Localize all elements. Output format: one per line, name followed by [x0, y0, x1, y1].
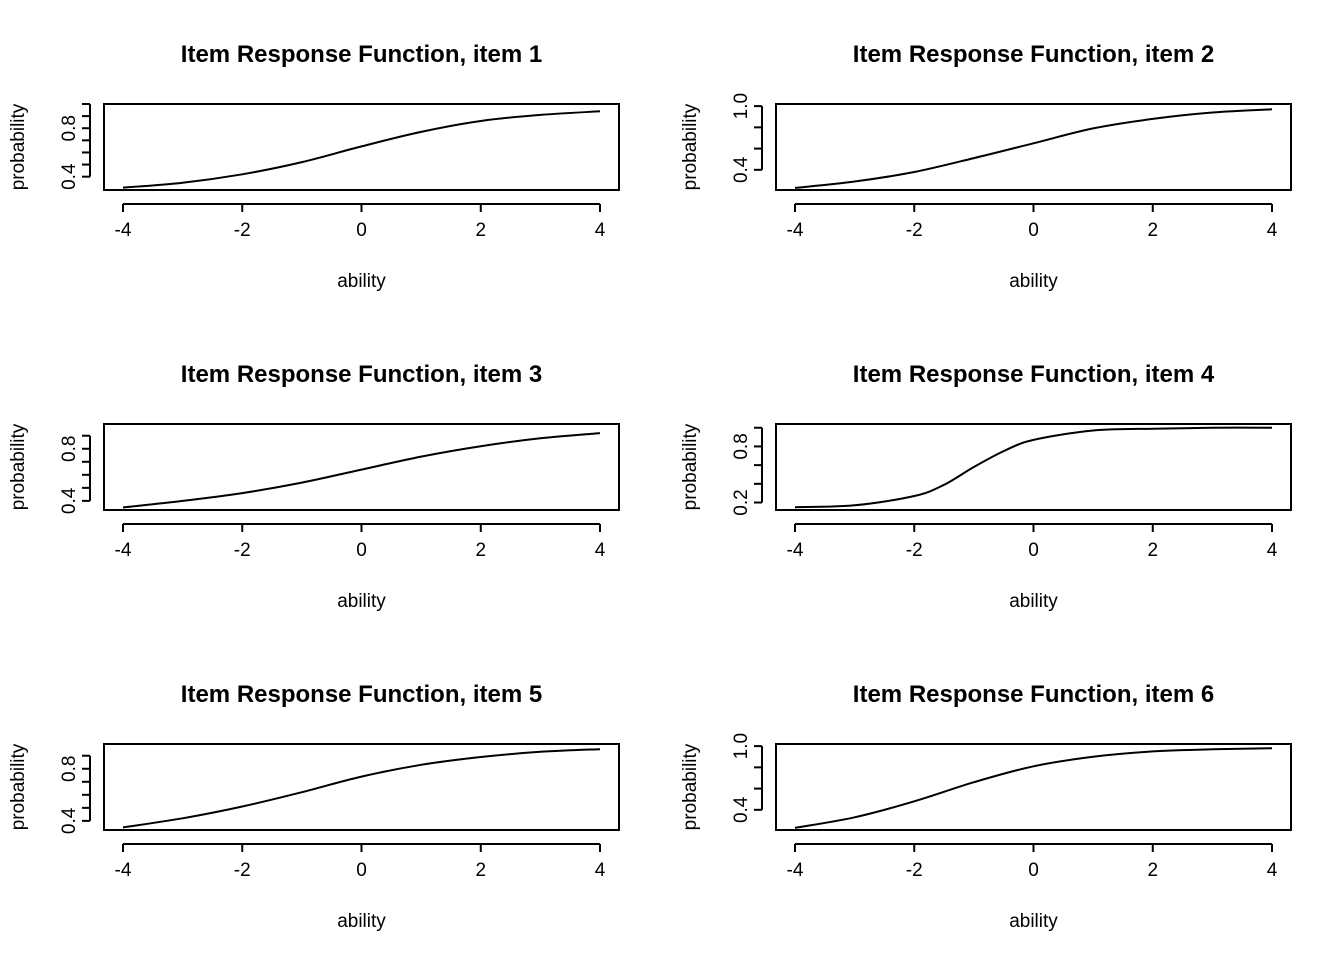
x-tick-label: 4: [595, 220, 606, 241]
x-tick-label: -2: [234, 860, 251, 881]
x-tick-label: 0: [1028, 860, 1039, 881]
y-axis-label: probability: [680, 423, 701, 510]
chart-title: Item Response Function, item 5: [181, 681, 542, 708]
plot-frame: [103, 743, 620, 831]
series-line-1: [122, 432, 601, 509]
chart-title: Item Response Function, item 3: [181, 361, 542, 388]
chart-title: Item Response Function, item 2: [853, 41, 1214, 68]
x-axis-label: ability: [1009, 271, 1058, 292]
plot-frame: [775, 103, 1292, 191]
y-axis-label: probability: [8, 103, 29, 190]
x-tick-label: -4: [787, 220, 804, 241]
chart-title: Item Response Function, item 6: [853, 681, 1214, 708]
chart-title: Item Response Function, item 4: [853, 361, 1215, 388]
x-tick-label: -2: [234, 220, 251, 241]
series-line-1: [794, 426, 1273, 509]
x-tick-label: 2: [1147, 220, 1158, 241]
chart-panel-1: Item Response Function, item 1 -4 -2 0 2 4 abi…: [8, 41, 620, 292]
x-tick-label: -4: [787, 860, 804, 881]
series-line-1: [794, 108, 1273, 189]
x-tick-label: -2: [906, 220, 923, 241]
x-tick-label: 2: [475, 860, 486, 881]
chart-panel-2: Item Response Function, item 2 -4 -2 0 2 4 abi…: [680, 41, 1292, 292]
y-axis-label: probability: [680, 743, 701, 830]
chart-panel-6: Item Response Function, item 6 -4 -2 0 2 4 abi…: [680, 681, 1292, 932]
x-tick-label: 0: [1028, 540, 1039, 561]
x-tick-label: 4: [1267, 860, 1278, 881]
y-tick-label: 0.8: [59, 756, 80, 782]
plot-frame: [775, 743, 1292, 831]
x-tick-label: 4: [595, 860, 606, 881]
plot-frame: [103, 423, 620, 511]
x-tick-label: 0: [356, 540, 367, 561]
y-tick-label: 0.8: [59, 436, 80, 462]
x-tick-label: 2: [1147, 860, 1158, 881]
chart-title: Item Response Function, item 1: [181, 41, 542, 68]
x-tick-label: -4: [787, 540, 804, 561]
plot-frame: [103, 103, 620, 191]
series-line-1: [794, 747, 1273, 829]
x-tick-label: 2: [475, 220, 486, 241]
y-tick-label: 0.4: [59, 163, 80, 190]
x-tick-label: 0: [1028, 220, 1039, 241]
chart-panel-4: Item Response Function, item 4 -4 -2 0 2 4 abi…: [680, 361, 1292, 612]
y-tick-label: 0.2: [731, 489, 752, 515]
x-tick-label: 0: [356, 220, 367, 241]
y-tick-label: 0.8: [731, 433, 752, 459]
chart-panel-5: Item Response Function, item 5 -4 -2 0 2 4 abi…: [8, 681, 620, 932]
y-axis-label: probability: [8, 743, 29, 830]
y-axis-label: probability: [680, 103, 701, 190]
y-tick-label: 0.8: [59, 115, 80, 141]
x-tick-label: -4: [115, 540, 132, 561]
series-line-1: [122, 110, 601, 189]
x-tick-label: 0: [356, 860, 367, 881]
y-tick-label: 1.0: [731, 93, 752, 119]
x-tick-label: 2: [475, 540, 486, 561]
x-tick-label: 4: [1267, 220, 1278, 241]
y-tick-label: 0.4: [731, 796, 752, 823]
y-tick-label: 0.4: [731, 156, 752, 183]
x-tick-label: -2: [234, 540, 251, 561]
y-tick-label: 1.0: [731, 733, 752, 759]
x-tick-label: -2: [906, 540, 923, 561]
x-tick-label: -2: [906, 860, 923, 881]
plot-frame: [775, 423, 1292, 511]
x-tick-label: -4: [115, 220, 132, 241]
x-axis-label: ability: [1009, 911, 1058, 932]
x-tick-label: 4: [1267, 540, 1278, 561]
x-tick-label: 2: [1147, 540, 1158, 561]
chart-panel-3: Item Response Function, item 3 -4 -2 0 2 4 abi…: [8, 361, 620, 612]
y-tick-label: 0.4: [59, 807, 80, 834]
x-axis-label: ability: [337, 591, 386, 612]
x-tick-label: 4: [595, 540, 606, 561]
series-line-1: [122, 748, 601, 829]
x-axis-label: ability: [337, 271, 386, 292]
y-tick-label: 0.4: [59, 487, 80, 514]
x-axis-label: ability: [1009, 591, 1058, 612]
x-tick-label: -4: [115, 860, 132, 881]
x-axis-label: ability: [337, 911, 386, 932]
y-axis-label: probability: [8, 423, 29, 510]
